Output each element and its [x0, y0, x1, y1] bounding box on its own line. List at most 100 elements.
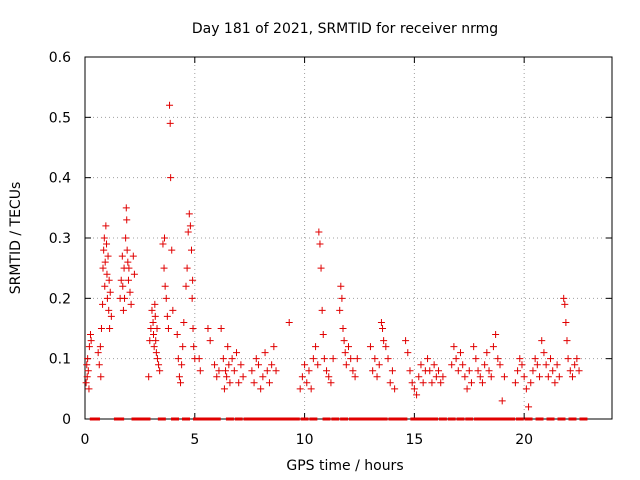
data-point	[268, 361, 276, 369]
data-point	[252, 355, 260, 363]
data-point	[544, 373, 552, 381]
data-point	[476, 373, 484, 381]
data-point	[188, 294, 196, 302]
data-point	[312, 343, 320, 351]
data-point	[413, 391, 421, 399]
data-point	[127, 300, 135, 308]
data-point	[314, 361, 322, 369]
data-point	[175, 373, 183, 381]
data-point	[233, 349, 241, 357]
data-point	[435, 367, 443, 375]
data-point	[494, 355, 502, 363]
data-point	[342, 361, 350, 369]
data-point	[538, 337, 546, 345]
data-point	[307, 385, 315, 393]
x-tick-label: 5	[190, 432, 199, 448]
data-point	[169, 306, 177, 314]
data-point	[562, 318, 570, 326]
y-tick-label: 0.2	[49, 291, 71, 307]
data-point	[174, 355, 182, 363]
data-point	[404, 349, 412, 357]
data-point	[151, 312, 159, 320]
data-point	[237, 361, 245, 369]
data-point	[522, 385, 530, 393]
data-point	[100, 234, 108, 242]
data-point	[166, 119, 174, 127]
data-point	[450, 343, 458, 351]
data-point	[239, 373, 247, 381]
data-point	[315, 228, 323, 236]
data-point	[533, 361, 541, 369]
data-point	[384, 355, 392, 363]
data-point	[213, 373, 221, 381]
data-point	[106, 325, 114, 332]
data-point	[160, 264, 168, 272]
x-tick-label: 0	[81, 432, 90, 448]
data-point	[448, 361, 456, 369]
data-point	[551, 379, 559, 387]
data-point	[555, 373, 563, 381]
data-point	[325, 373, 333, 381]
data-point	[261, 349, 269, 357]
data-point	[340, 337, 348, 345]
data-point	[117, 276, 125, 284]
data-point	[489, 343, 497, 351]
data-point	[84, 367, 92, 375]
data-point	[563, 337, 571, 345]
data-point	[465, 367, 473, 375]
data-point	[155, 361, 163, 369]
data-point	[82, 379, 90, 387]
data-point	[94, 349, 102, 357]
data-point	[186, 222, 194, 230]
data-point	[196, 367, 204, 375]
data-point	[166, 101, 174, 109]
data-point	[105, 276, 113, 284]
x-tick-label: 10	[296, 432, 314, 448]
data-point	[184, 228, 192, 236]
data-point	[159, 240, 167, 248]
data-point	[327, 379, 335, 387]
data-point	[215, 367, 223, 375]
data-point	[153, 325, 161, 332]
data-point	[520, 373, 528, 381]
data-point	[259, 373, 267, 381]
data-point	[160, 234, 168, 242]
data-point	[204, 325, 212, 332]
data-point	[153, 355, 161, 363]
data-point	[105, 306, 113, 314]
data-point	[536, 373, 544, 381]
data-point	[341, 349, 349, 357]
data-point	[518, 361, 526, 369]
data-point	[167, 174, 175, 182]
data-point	[461, 373, 469, 381]
data-point	[408, 379, 416, 387]
data-point	[386, 379, 394, 387]
data-point	[349, 367, 357, 375]
data-point	[103, 270, 111, 278]
data-point	[424, 355, 432, 363]
data-point	[485, 367, 493, 375]
data-point	[410, 385, 418, 393]
data-point	[119, 306, 127, 314]
data-point	[351, 373, 359, 381]
data-point	[320, 355, 328, 363]
data-point	[211, 361, 219, 369]
data-point	[319, 331, 327, 339]
data-point	[301, 361, 309, 369]
data-point	[179, 343, 187, 351]
data-point	[101, 258, 109, 266]
data-point	[86, 331, 94, 339]
data-point	[223, 373, 231, 381]
data-point	[102, 222, 110, 230]
data-point	[375, 361, 383, 369]
data-point	[379, 325, 387, 332]
data-point	[225, 361, 233, 369]
data-point	[366, 343, 374, 351]
data-point	[189, 276, 197, 284]
data-point	[103, 240, 111, 248]
data-point	[529, 367, 537, 375]
data-point	[162, 294, 170, 302]
data-point	[248, 367, 256, 375]
data-point	[305, 367, 313, 375]
data-point	[527, 379, 535, 387]
